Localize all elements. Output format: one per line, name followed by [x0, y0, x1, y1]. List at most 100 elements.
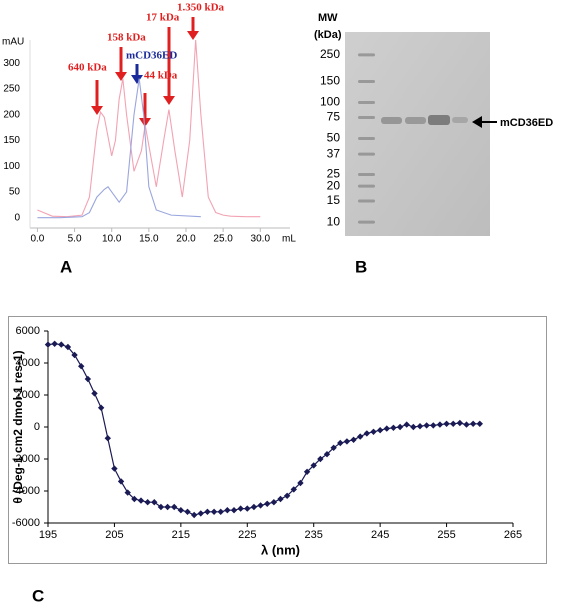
y-tick-label: 250 — [3, 84, 20, 95]
y-tick-label: 100 — [320, 95, 340, 109]
data-point — [58, 341, 65, 348]
data-point — [157, 503, 165, 511]
x-tick-label: 245 — [371, 529, 389, 541]
data-point — [257, 502, 264, 509]
data-point — [117, 478, 125, 485]
y-tick-label: 150 — [3, 135, 20, 146]
data-point — [111, 465, 118, 472]
arrow-head — [139, 118, 151, 127]
y-label: (kDa) — [314, 29, 342, 41]
data-point — [264, 500, 271, 507]
data-point — [277, 495, 284, 503]
x-tick-label: 10.0 — [102, 234, 122, 245]
arrow-head — [131, 75, 143, 84]
panel-label: A — [60, 257, 72, 276]
data-point — [131, 495, 138, 503]
x-tick-label: 205 — [105, 529, 123, 541]
x-tick-label: 25.0 — [213, 234, 233, 245]
y-tick-label: 50 — [327, 131, 341, 145]
data-point — [224, 507, 231, 514]
arrow-head — [472, 116, 482, 128]
data-point — [423, 422, 430, 429]
data-point — [416, 423, 424, 430]
annotation: 158 kDa — [107, 32, 146, 44]
y-tick-label: 50 — [9, 187, 21, 198]
panel-label: B — [355, 257, 367, 276]
data-point — [376, 427, 384, 434]
data-point — [323, 451, 331, 458]
ladder-band — [358, 137, 375, 141]
data-point — [290, 486, 297, 493]
data-point — [137, 497, 145, 504]
y-tick-label: 200 — [3, 109, 20, 120]
y-tick-label: 10 — [327, 214, 341, 228]
panel-label: C — [32, 586, 44, 605]
y-tick-label: 300 — [3, 58, 20, 69]
data-point — [204, 508, 211, 515]
ladder-band — [358, 53, 375, 57]
data-point — [210, 508, 218, 515]
y-tick-label: 0 — [34, 421, 40, 433]
y-tick-label: -4000 — [12, 485, 40, 497]
data-point — [237, 505, 244, 512]
data-point — [456, 419, 464, 427]
data-point — [303, 468, 311, 475]
data-point — [450, 420, 457, 427]
ladder-band — [358, 184, 375, 188]
arrow-head — [187, 31, 199, 40]
data-point — [71, 351, 78, 359]
x-axis-label: mL — [282, 234, 296, 245]
data-point — [197, 510, 204, 517]
data-point — [44, 341, 52, 348]
y-axis-label: θ (Deg-1 cm2 dmol-1 res-1) — [11, 350, 25, 503]
x-tick-label: 255 — [437, 529, 455, 541]
data-point — [357, 433, 364, 440]
x-tick-label: 265 — [504, 529, 522, 541]
arrow-head — [91, 106, 103, 115]
ladder-band — [358, 79, 375, 83]
ladder-band — [358, 199, 375, 203]
data-point — [317, 455, 324, 463]
data-point — [403, 421, 410, 428]
annotation: 44 kDa — [144, 70, 178, 82]
gel — [345, 32, 490, 236]
x-tick-label: 0.0 — [30, 234, 44, 245]
y-tick-label: 75 — [327, 110, 341, 124]
x-tick-label: 225 — [238, 529, 256, 541]
ladder-band — [358, 173, 375, 177]
data-point — [396, 423, 404, 431]
data-point — [330, 444, 337, 451]
x-tick-label: 20.0 — [176, 234, 196, 245]
y-tick-label: 100 — [3, 161, 20, 172]
y-tick-label: 250 — [320, 47, 340, 61]
band-label: mCD36ED — [500, 117, 553, 129]
data-point — [363, 430, 371, 437]
y-tick-label: 4000 — [16, 357, 40, 369]
data-point — [164, 503, 171, 511]
x-tick-label: 30.0 — [251, 234, 271, 245]
data-point — [436, 421, 444, 428]
data-point — [310, 462, 317, 469]
data-point — [250, 503, 258, 511]
y-tick-label: 15 — [327, 193, 341, 207]
gel-band — [405, 117, 426, 124]
data-point — [410, 423, 417, 431]
data-point — [337, 439, 344, 447]
data-point — [370, 428, 377, 435]
series-line — [37, 78, 201, 219]
data-point — [184, 508, 191, 515]
data-point — [144, 499, 151, 506]
data-point — [430, 422, 437, 429]
data-point — [244, 505, 251, 512]
data-point — [124, 489, 131, 496]
ladder-band — [358, 101, 375, 105]
data-point — [84, 375, 92, 383]
x-tick-label: 15.0 — [139, 234, 159, 245]
y-axis-label: mAU — [2, 37, 24, 48]
y-tick-label: -6000 — [12, 517, 40, 529]
y-tick-label: 25 — [327, 167, 341, 181]
ladder-band — [358, 220, 375, 224]
data-point — [97, 404, 105, 411]
data-point — [230, 507, 238, 514]
